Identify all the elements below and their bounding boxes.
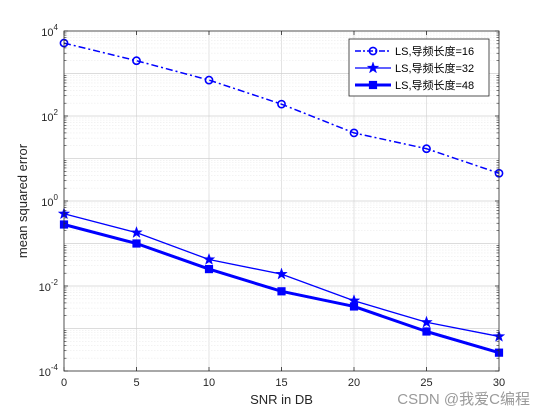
data-point: [422, 327, 431, 336]
legend-marker: [366, 61, 380, 74]
y-tick-label: 102: [41, 108, 58, 124]
data-point: [420, 315, 433, 328]
series-line: [63, 42, 500, 174]
watermark: CSDN @我爱C编程: [397, 391, 530, 408]
legend-label: LS,导频长度=48: [395, 78, 474, 92]
x-tick-label: 20: [348, 377, 360, 389]
data-point: [275, 267, 288, 280]
data-point: [132, 239, 141, 248]
y-tick-label: 10-4: [39, 363, 59, 379]
data-point: [349, 128, 359, 138]
data-point: [277, 99, 286, 109]
data-point: [277, 287, 286, 296]
data-point: [204, 75, 214, 85]
grid: [64, 31, 499, 371]
data-point: [204, 264, 214, 274]
x-axis-label: SNR in DB: [250, 392, 313, 407]
x-tick-label: 5: [133, 377, 139, 389]
data-point: [422, 144, 431, 154]
y-tick-label: 100: [41, 193, 58, 209]
legend-label: LS,导频长度=32: [395, 61, 474, 75]
y-axis-label: mean squared error: [15, 143, 30, 258]
x-tick-label: 30: [493, 377, 505, 389]
data-point: [132, 56, 141, 66]
x-tick-label: 25: [420, 377, 432, 389]
legend-marker: [368, 46, 378, 56]
axis-ticks: 0 5 10 15 20 25 30 104 102 100 10-2 10-4: [39, 23, 506, 389]
x-tick-label: 10: [203, 377, 215, 389]
y-tick-label: 10-2: [39, 278, 59, 294]
series-layer: [57, 38, 506, 357]
data-point: [349, 302, 359, 311]
legend-label: LS,导频长度=16: [395, 44, 474, 58]
legend: LS,导频长度=16 LS,导频长度=32 LS,导频长度=48: [348, 38, 490, 97]
legend-marker: [368, 80, 378, 90]
x-tick-label: 15: [275, 377, 287, 389]
x-tick-label: 0: [61, 377, 67, 389]
data-point: [130, 226, 143, 239]
y-tick-label: 104: [41, 23, 58, 39]
data-point: [202, 252, 216, 265]
